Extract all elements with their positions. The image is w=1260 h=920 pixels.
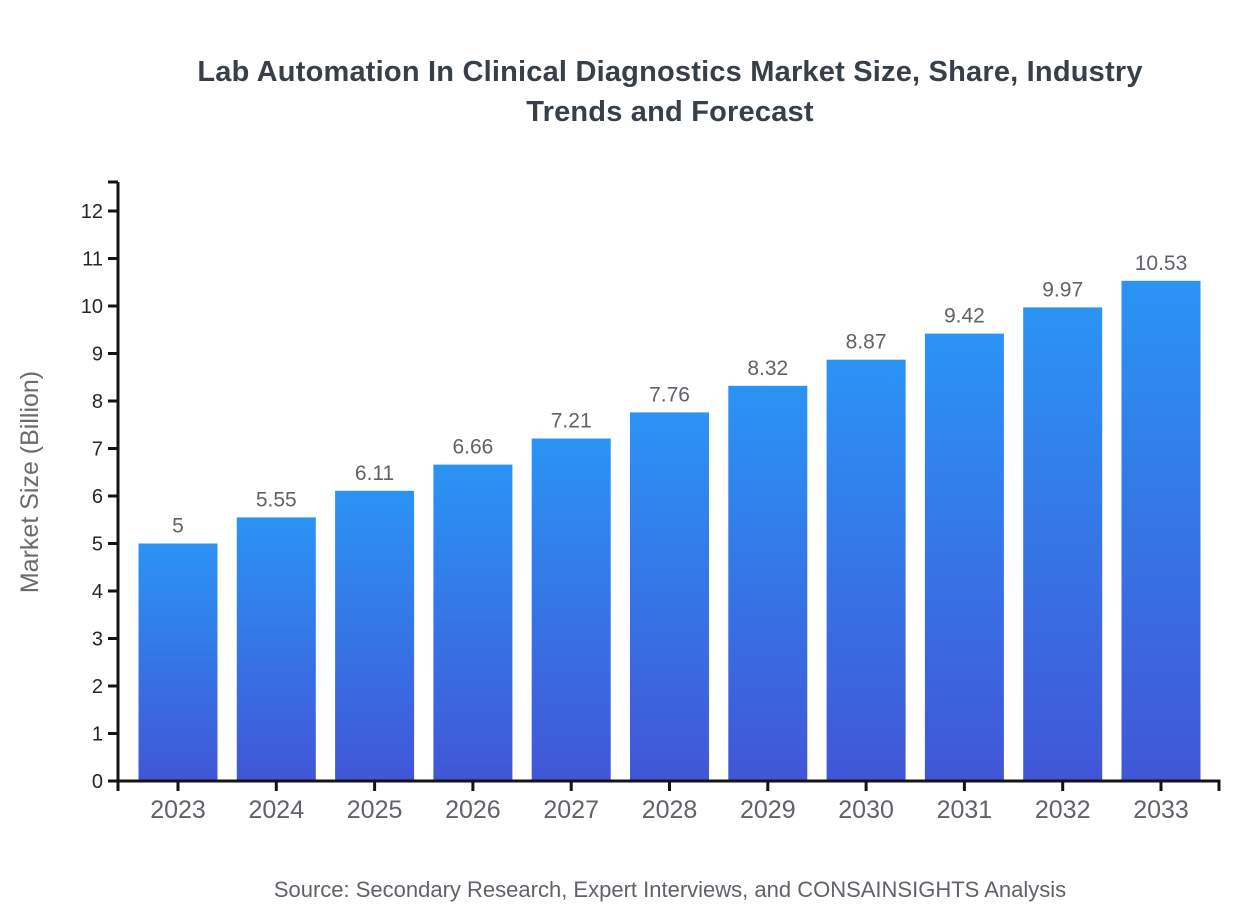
x-tick-label-2030: 2030 [838, 796, 894, 824]
bar-2029 [728, 385, 808, 781]
chart-title-text: Lab Automation In Clinical Diagnostics M… [197, 56, 1143, 128]
y-tick-label-10: 10 [81, 296, 103, 318]
x-tick-label-2029: 2029 [740, 796, 796, 824]
y-tick-label-12: 12 [81, 201, 103, 223]
x-tick-label-2025: 2025 [347, 796, 403, 824]
y-tick-label-1: 1 [92, 724, 103, 746]
bar-value-label-2025: 6.11 [355, 462, 394, 485]
bar-2024 [236, 517, 316, 781]
bar-2031 [924, 333, 1004, 781]
y-axis-title: Market Size (Billion) [16, 371, 44, 593]
bar-2032 [1023, 307, 1103, 781]
bar-value-label-2023: 5 [172, 515, 184, 538]
y-tick-label-2: 2 [92, 676, 103, 698]
y-tick-label-3: 3 [92, 629, 103, 651]
y-tick-label-8: 8 [92, 391, 103, 413]
x-tick-label-2026: 2026 [445, 796, 501, 824]
y-tick-label-11: 11 [82, 249, 103, 271]
bar-value-label-2024: 5.55 [256, 488, 297, 511]
bar-2030 [826, 359, 906, 781]
bar-value-label-2027: 7.21 [551, 410, 592, 433]
y-tick-label-4: 4 [92, 581, 103, 603]
x-tick-label-2024: 2024 [248, 796, 304, 824]
y-tick-label-6: 6 [92, 486, 103, 508]
bar-chart: 5 2023 5.55 2024 6.11 2025 6.66 2026 7.21 2027 7.7… [16, 180, 1221, 824]
bar-value-label-2033: 10.53 [1135, 252, 1188, 275]
bar-value-label-2028: 7.76 [649, 383, 690, 406]
bar-value-label-2030: 8.87 [846, 331, 887, 354]
y-tick-label-9: 9 [92, 344, 103, 366]
bar-value-label-2031: 9.42 [944, 305, 985, 328]
x-tick-label-2023: 2023 [150, 796, 206, 824]
x-tick-label-2032: 2032 [1035, 796, 1091, 824]
chart-title: Lab Automation In Clinical Diagnostics M… [90, 52, 1250, 132]
y-tick-label-7: 7 [92, 439, 103, 461]
y-tick-label-5: 5 [92, 534, 103, 556]
bar-value-label-2032: 9.97 [1042, 278, 1083, 301]
bar-2023 [138, 543, 218, 781]
x-tick-label-2028: 2028 [642, 796, 698, 824]
y-tick-label-0: 0 [92, 771, 103, 793]
bar-value-label-2026: 6.66 [452, 436, 493, 459]
x-tick-label-2033: 2033 [1133, 796, 1189, 824]
x-tick-label-2031: 2031 [937, 796, 993, 824]
bar-2033 [1121, 280, 1201, 781]
bar-2028 [630, 412, 709, 781]
x-tick-label-2027: 2027 [543, 796, 599, 824]
bar-2027 [531, 438, 611, 781]
source-note: Source: Secondary Research, Expert Inter… [273, 877, 1067, 902]
chart-plot-area: 5 2023 5.55 2024 6.11 2025 6.66 2026 7.21 2027 7.7… [0, 160, 1260, 860]
bar-value-label-2029: 8.32 [747, 357, 788, 380]
bar-2026 [433, 464, 513, 781]
bar-2025 [335, 490, 415, 781]
